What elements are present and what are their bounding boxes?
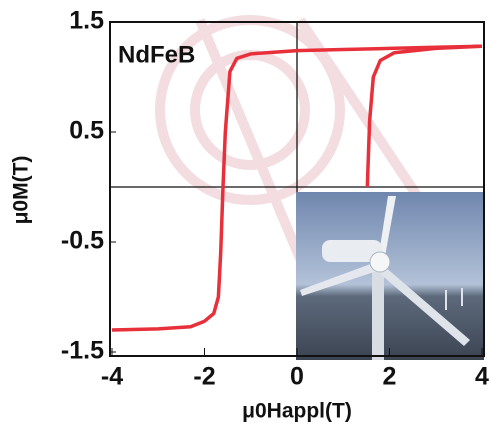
- x-tick-label: -2: [193, 363, 215, 391]
- y-tick-label: -0.5: [61, 227, 104, 255]
- annotation: NdFeB: [118, 41, 195, 68]
- y-tick-label: -1.5: [61, 337, 104, 365]
- x-tick-label: -4: [101, 363, 123, 391]
- x-axis-label: μ0Happl(T): [242, 400, 352, 423]
- y-tick-label: 0.5: [69, 117, 104, 145]
- y-tick-label: 1.5: [69, 7, 104, 35]
- x-tick-label: 2: [383, 363, 397, 391]
- hysteresis-curve: [111, 44, 483, 332]
- x-tick-label: 0: [290, 363, 304, 391]
- y-axis-label: μ0M(T): [10, 156, 33, 225]
- x-tick-label: 4: [475, 363, 489, 391]
- turbine-photo: [296, 192, 484, 360]
